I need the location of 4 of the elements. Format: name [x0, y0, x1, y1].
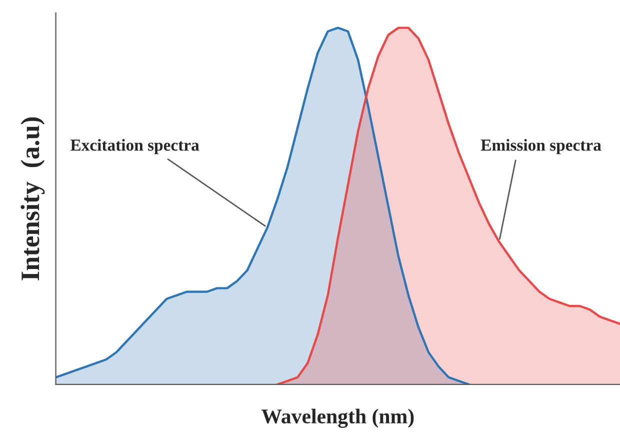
annotation: Excitation spectra: [70, 139, 200, 154]
annotation: Emission spectra: [480, 139, 602, 154]
x-axis-title: Wavelength (nm): [262, 408, 414, 428]
y-axis-title: Intensity (a.u): [20, 117, 45, 280]
